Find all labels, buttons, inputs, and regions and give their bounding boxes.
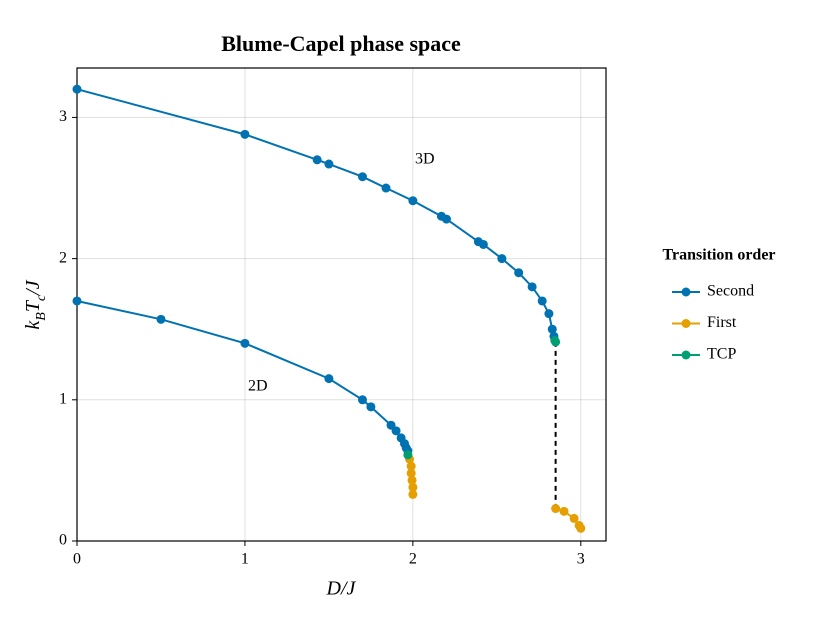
data-point xyxy=(324,159,334,169)
data-point xyxy=(569,513,579,523)
data-point xyxy=(357,172,367,182)
data-point xyxy=(324,374,334,384)
legend-label: First xyxy=(707,314,737,331)
y-tick-label: 0 xyxy=(59,532,67,549)
data-point xyxy=(357,395,367,405)
data-point xyxy=(72,296,82,306)
data-point xyxy=(407,475,417,485)
data-point xyxy=(366,402,376,412)
annotation: 3D xyxy=(415,151,435,168)
data-point xyxy=(514,268,524,278)
data-point xyxy=(497,254,507,264)
legend-label: TCP xyxy=(707,346,736,363)
x-tick-label: 1 xyxy=(241,551,249,568)
series-line xyxy=(76,88,555,452)
x-tick-label: 0 xyxy=(73,551,81,568)
data-point xyxy=(240,129,250,139)
data-point xyxy=(381,183,391,193)
data-point xyxy=(576,523,586,533)
data-point xyxy=(559,506,569,516)
x-axis-label: D/J xyxy=(326,578,357,600)
data-point xyxy=(406,461,416,471)
plot-frame xyxy=(76,67,607,542)
data-point xyxy=(478,239,488,249)
data-point xyxy=(408,489,418,499)
data-point xyxy=(441,214,451,224)
data-point xyxy=(408,482,418,492)
y-label-subscript: B xyxy=(34,312,49,321)
data-point xyxy=(551,504,561,514)
annotation: 2D xyxy=(248,378,268,395)
legend-label: Second xyxy=(707,283,754,300)
y-label-part: /J xyxy=(22,279,44,296)
y-label-part: T xyxy=(22,299,44,312)
y-label-part: k xyxy=(22,320,44,330)
y-label-subscript: c xyxy=(34,294,49,301)
x-tick-label: 3 xyxy=(577,551,585,568)
legend-swatch xyxy=(681,319,691,328)
data-point xyxy=(391,426,401,436)
x-tick-label: 2 xyxy=(409,551,417,568)
data-point xyxy=(312,155,322,165)
chart-title: Blume-Capel phase space xyxy=(221,31,461,56)
data-point xyxy=(537,296,547,306)
legend-swatch xyxy=(681,350,691,360)
y-tick-label: 2 xyxy=(59,249,67,266)
series-line xyxy=(408,341,556,455)
data-point xyxy=(408,196,418,206)
data-point xyxy=(527,282,537,292)
y-axis-label: kBTc/J xyxy=(22,279,49,329)
data-point xyxy=(403,450,413,460)
y-tick-label: 1 xyxy=(59,390,67,407)
data-point xyxy=(544,309,554,319)
data-point xyxy=(72,84,82,94)
data-point xyxy=(240,338,250,348)
legend-title: Transition order xyxy=(662,247,775,264)
data-point xyxy=(406,468,416,478)
legend-swatch xyxy=(681,287,691,297)
data-point xyxy=(547,324,557,334)
y-tick-label: 3 xyxy=(59,108,67,125)
data-point xyxy=(551,337,561,347)
data-point xyxy=(156,314,166,324)
